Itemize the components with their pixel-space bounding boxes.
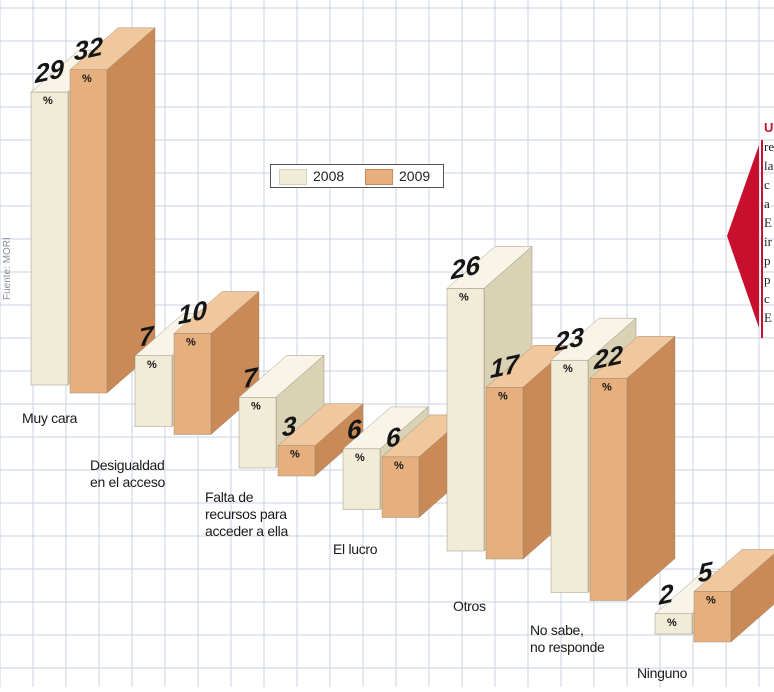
percent-sign: %	[290, 449, 300, 461]
bar-front	[693, 591, 732, 643]
bar-front	[381, 456, 420, 518]
bar-front	[589, 378, 628, 601]
data-label: 23	[554, 321, 584, 357]
arrow-shape	[727, 145, 759, 328]
data-label: 32	[74, 31, 103, 67]
percent-sign: %	[251, 400, 261, 412]
bar-side	[626, 335, 676, 601]
percent-sign: %	[82, 73, 92, 85]
bar-front	[173, 333, 212, 435]
percent-sign: %	[147, 359, 157, 371]
source-label: Fuente: MORI	[2, 237, 13, 300]
category-label: Ninguno	[637, 665, 688, 681]
percent-sign: %	[186, 337, 196, 349]
bar-front	[654, 613, 693, 635]
sidebar-text-line: E	[764, 310, 772, 325]
data-label: 7	[243, 361, 259, 394]
bar-2009: 5%	[693, 549, 774, 643]
sidebar-arrow-icon	[727, 140, 763, 338]
bar-front	[238, 397, 277, 469]
data-label: 6	[347, 413, 362, 446]
sidebar-text-line: p	[764, 253, 771, 268]
data-label: 10	[178, 295, 207, 331]
category-label: Muy cara	[22, 410, 78, 426]
bar-front	[550, 360, 589, 593]
category-label: Otros	[453, 598, 486, 614]
percent-sign: %	[602, 381, 612, 393]
data-label: 5	[698, 556, 713, 589]
sidebar-text-line: c	[764, 177, 770, 192]
bar-2009: 32%	[69, 27, 156, 394]
legend-swatch-2009	[365, 169, 393, 185]
data-label: 29	[34, 53, 64, 89]
bar-2009: 22%	[589, 335, 676, 601]
bars: 29%32%7%10%7%3%6%6%26%17%23% 22%2%5%	[30, 27, 774, 643]
percent-sign: %	[394, 460, 404, 472]
percent-sign: %	[459, 291, 469, 303]
bar-front	[342, 448, 381, 510]
sidebar-text-line: ir	[764, 234, 772, 249]
bar-front	[134, 355, 173, 427]
legend-label-2008: 2008	[313, 168, 345, 184]
sidebar-text-line: p	[764, 272, 771, 287]
bar-front	[30, 91, 69, 386]
bar-front	[277, 445, 316, 477]
percent-sign: %	[563, 363, 573, 375]
percent-sign: %	[498, 390, 508, 402]
legend-swatch-2008	[279, 169, 307, 185]
category-label: El lucro	[333, 541, 378, 557]
sidebar-text-line: a	[764, 196, 770, 211]
bar-front	[69, 69, 108, 394]
data-label: 7	[139, 320, 155, 353]
data-label: 22	[593, 339, 623, 375]
data-label: 3	[282, 410, 297, 443]
bar-front	[446, 288, 485, 552]
data-label: 2	[658, 578, 674, 611]
percent-sign: %	[43, 95, 53, 107]
sidebar-text-line: re	[764, 139, 774, 154]
category-label: Desigualdad en el acceso	[90, 457, 166, 490]
data-label: 17	[490, 348, 520, 384]
sidebar-text-line: la	[764, 158, 774, 173]
data-label: 6	[386, 421, 401, 454]
bar-front	[485, 387, 524, 560]
sidebar-text-line: c	[764, 291, 770, 306]
legend: 2008 2009	[270, 164, 444, 188]
category-label: No sabe, no responde	[530, 622, 605, 655]
legend-label-2009: 2009	[399, 168, 431, 184]
sidebar-text-line: E	[764, 215, 772, 230]
data-label: 26	[450, 249, 480, 285]
bar-2009: 3%	[277, 403, 364, 477]
category-label: Falta de recursos para acceder a ella	[205, 489, 288, 539]
percent-sign: %	[355, 452, 365, 464]
sidebar-text-line: U	[764, 120, 774, 135]
percent-sign: %	[706, 595, 716, 607]
percent-sign: %	[667, 617, 677, 629]
